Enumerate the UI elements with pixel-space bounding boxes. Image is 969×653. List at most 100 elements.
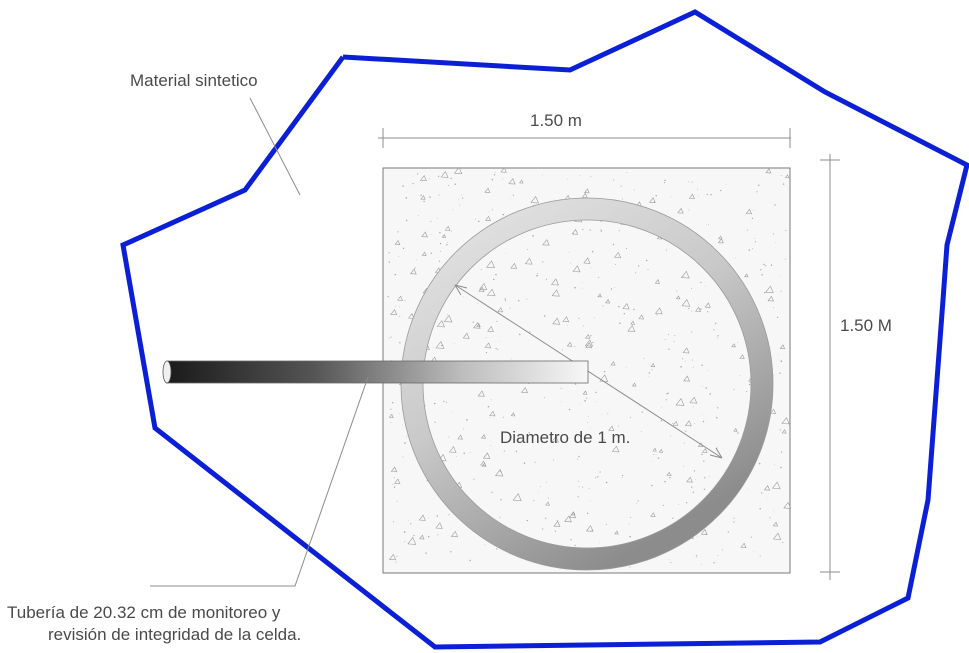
concrete-dot [429, 196, 431, 198]
concrete-aggregate [566, 341, 573, 347]
concrete-dot [396, 500, 398, 502]
concrete-dot [430, 252, 432, 254]
concrete-dot [598, 276, 600, 279]
concrete-dot [733, 521, 735, 523]
concrete-dot [653, 453, 655, 455]
concrete-dot [423, 200, 425, 203]
concrete-aggregate [390, 309, 398, 316]
synthetic-material-boundary [120, 9, 969, 650]
concrete-dot [415, 259, 417, 261]
concrete-dot [704, 477, 706, 479]
concrete-dot [626, 172, 628, 173]
concrete-dot [759, 555, 761, 557]
concrete-dot [404, 442, 406, 444]
concrete-dot [391, 401, 394, 404]
concrete-dot [462, 197, 464, 199]
concrete-dot [633, 308, 635, 311]
concrete-aggregate [453, 166, 463, 174]
concrete-dot [599, 542, 600, 543]
concrete-dot [637, 265, 640, 267]
concrete-dot [685, 502, 688, 504]
concrete-dot [453, 343, 455, 345]
concrete-dot [733, 517, 735, 519]
concrete-dot [692, 366, 694, 368]
concrete-aggregate [650, 363, 656, 368]
concrete-dot [776, 316, 779, 319]
concrete-dot [556, 520, 559, 522]
concrete-dot [760, 269, 762, 271]
concrete-dot [662, 504, 664, 506]
concrete-dot [545, 278, 548, 280]
concrete-aggregate [614, 530, 619, 535]
concrete-dot [668, 333, 669, 335]
concrete-dot [670, 562, 672, 564]
concrete-aggregate [419, 175, 427, 182]
concrete-dot [458, 199, 459, 201]
concrete-dot [599, 471, 601, 473]
concrete-dot [605, 523, 607, 525]
concrete-dot [681, 358, 683, 360]
concrete-dot [618, 230, 620, 232]
concrete-dot [578, 486, 580, 488]
concrete-dot [683, 465, 685, 467]
concrete-dot [570, 538, 572, 541]
concrete-dot [388, 337, 390, 339]
concrete-dot [402, 424, 403, 426]
concrete-aggregate [407, 536, 417, 545]
concrete-dot [656, 314, 658, 316]
concrete-dot [438, 260, 441, 262]
concrete-dot [402, 456, 404, 458]
concrete-dot [462, 428, 464, 430]
concrete-dot [417, 173, 419, 175]
concrete-dot [591, 529, 594, 532]
concrete-aggregate [510, 412, 516, 417]
concrete-dot [671, 474, 673, 476]
concrete-aggregate [552, 317, 561, 325]
concrete-dot [480, 269, 482, 270]
concrete-dot [390, 336, 392, 338]
concrete-dot [491, 209, 493, 211]
concrete-aggregate [562, 316, 570, 323]
concrete-dot [436, 515, 439, 517]
concrete-aggregate [672, 420, 679, 426]
concrete-dot [554, 530, 557, 532]
concrete-dot [393, 485, 395, 486]
concrete-dot [767, 497, 769, 499]
concrete-dot [578, 317, 580, 319]
concrete-dot [739, 375, 741, 376]
concrete-dot [600, 228, 602, 230]
concrete-dot [582, 486, 584, 488]
concrete-aggregate [410, 268, 417, 275]
concrete-dot [727, 531, 729, 533]
concrete-aggregate [610, 361, 616, 366]
concrete-dot [701, 385, 703, 387]
concrete-dot [447, 242, 448, 243]
concrete-dot [567, 324, 568, 326]
concrete-dot [593, 316, 595, 318]
concrete-dot [504, 298, 506, 300]
concrete-dot [562, 349, 563, 351]
concrete-dot [434, 421, 436, 423]
concrete-dot [529, 331, 531, 333]
concrete-aggregate [658, 448, 664, 453]
concrete-dot [458, 172, 460, 174]
concrete-dot [672, 422, 674, 424]
concrete-aggregate [480, 460, 486, 466]
concrete-aggregate [476, 323, 481, 327]
concrete-dot [785, 229, 787, 232]
concrete-dot [710, 194, 712, 196]
concrete-aggregate [627, 324, 636, 332]
concrete-dot [595, 401, 597, 403]
concrete-dot [702, 413, 704, 415]
concrete-dot [534, 461, 536, 463]
concrete-dot [620, 185, 622, 187]
concrete-aggregate [512, 493, 522, 501]
concrete-dot [692, 491, 695, 494]
concrete-dot [735, 257, 737, 259]
concrete-dot [759, 508, 761, 510]
concrete-aggregate [550, 278, 559, 286]
concrete-dot [657, 457, 660, 459]
concrete-aggregate [772, 532, 782, 540]
concrete-aggregate [781, 429, 787, 434]
concrete-dot [427, 536, 430, 538]
